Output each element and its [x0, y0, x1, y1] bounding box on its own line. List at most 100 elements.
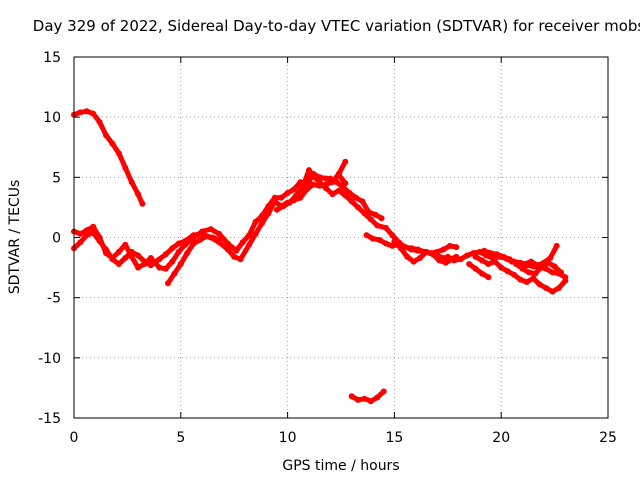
axis-ticks: 0 5 10 15 20 25 -15 -10 -5 0 5 10 15 [38, 50, 617, 446]
data-point [239, 239, 246, 246]
data-point [175, 240, 182, 247]
data-point [498, 264, 505, 271]
y-axis-label: SDTVAR / TECUs [7, 180, 23, 295]
data-point [543, 285, 550, 291]
data-point [177, 261, 184, 267]
data-point [367, 216, 374, 223]
data-point [376, 236, 383, 243]
series-trace [466, 261, 491, 280]
data-point [83, 108, 90, 115]
data-point [446, 242, 453, 249]
data-point [464, 252, 470, 259]
data-point [231, 253, 238, 260]
data-point [457, 256, 464, 263]
data-point [109, 256, 116, 263]
data-point [429, 251, 436, 258]
data-point [190, 240, 197, 247]
data-point [346, 190, 353, 196]
data-point [466, 261, 473, 267]
data-point [444, 253, 451, 260]
data-point [481, 247, 488, 254]
y-tick-label: -10 [38, 351, 61, 367]
data-point [382, 224, 389, 231]
x-tick-label: 0 [70, 430, 79, 446]
data-point [316, 179, 323, 186]
data-point [519, 265, 526, 272]
data-point [348, 198, 355, 205]
series-arc-1 [71, 108, 146, 207]
y-tick-label: 0 [52, 231, 61, 247]
data-point [361, 395, 368, 402]
data-point [553, 242, 560, 249]
data-point [156, 256, 163, 263]
data-point [115, 248, 122, 255]
data-point [284, 190, 291, 196]
data-point [558, 269, 564, 276]
data-point [182, 238, 189, 245]
data-point [530, 275, 537, 282]
series-arc-4 [165, 233, 223, 287]
data-point [246, 241, 253, 248]
data-point [389, 232, 396, 239]
data-point [374, 222, 381, 229]
data-point [353, 194, 359, 201]
data-point [252, 218, 259, 225]
data-point [538, 263, 545, 270]
data-point [340, 184, 347, 190]
data-point [96, 119, 103, 125]
data-point [367, 398, 374, 405]
data-point [286, 199, 293, 206]
data-point [504, 268, 511, 275]
data-point [329, 191, 336, 198]
data-point [485, 274, 492, 281]
data-point [382, 240, 389, 247]
data-point [122, 164, 129, 171]
data-point [380, 388, 387, 395]
data-point [171, 270, 178, 277]
data-point [203, 233, 210, 240]
data-point [169, 258, 176, 265]
data-point [417, 255, 423, 261]
data-point [536, 281, 543, 288]
data-point [156, 264, 163, 271]
data-point [246, 232, 253, 239]
series-arc-8 [363, 232, 460, 257]
data-point [90, 229, 97, 236]
data-point [83, 232, 90, 239]
data-point [491, 258, 498, 265]
data-point [370, 235, 376, 242]
y-tick-label: -15 [38, 411, 61, 427]
data-point [555, 285, 562, 291]
data-point [169, 245, 176, 252]
data-point [209, 234, 216, 241]
data-point [549, 269, 556, 276]
chart-title: Day 329 of 2022, Sidereal Day-to-day VTE… [33, 17, 640, 35]
data-point [547, 255, 554, 261]
series-arc-11 [466, 261, 492, 281]
y-tick-label: -5 [47, 291, 61, 307]
data-point [207, 226, 214, 233]
data-point [190, 232, 197, 239]
data-point [500, 253, 507, 260]
data-point [493, 251, 500, 258]
data-point [139, 200, 146, 207]
x-tick-label: 25 [599, 430, 617, 446]
data-point [293, 192, 300, 199]
data-point [184, 250, 191, 257]
data-point [128, 179, 135, 186]
data-point [115, 261, 122, 267]
x-tick-label: 5 [176, 430, 185, 446]
y-tick-label: 15 [43, 50, 61, 66]
data-point [517, 276, 524, 283]
data-point [90, 223, 97, 230]
series-arc-6 [327, 175, 385, 222]
data-point [374, 394, 381, 401]
data-point [408, 245, 415, 252]
data-point [252, 230, 259, 237]
data-point [451, 257, 458, 264]
data-point [423, 248, 430, 255]
data-point [453, 244, 460, 251]
data-point [273, 206, 280, 213]
series-arc-7 [348, 388, 387, 405]
